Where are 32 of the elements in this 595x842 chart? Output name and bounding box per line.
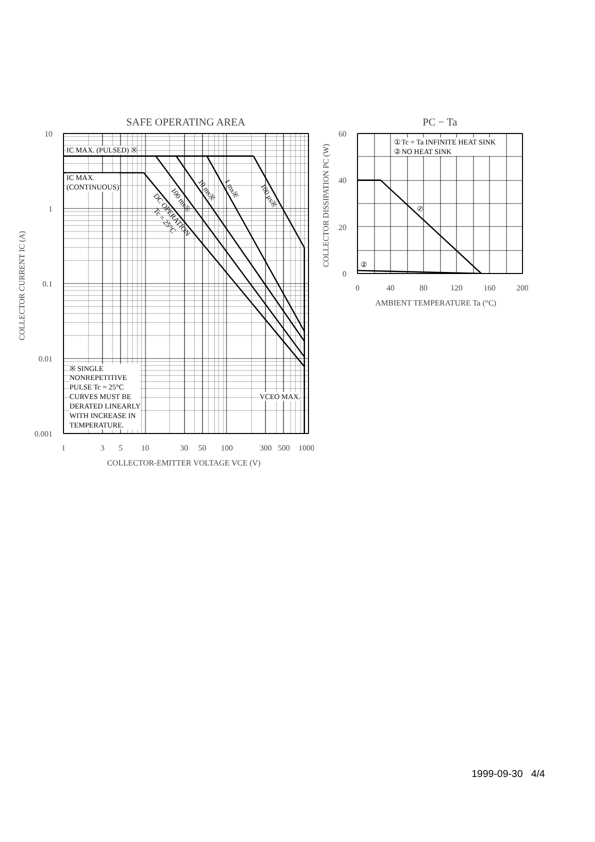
text: 1999-09-30 4/4 bbox=[470, 768, 545, 782]
x-tick-label: 50 bbox=[198, 444, 206, 452]
y-axis-title: COLLECTOR DISSIPATION PC (W) bbox=[322, 143, 330, 268]
x-tick-label: 80 bbox=[420, 284, 428, 292]
x-tick-label: 0 bbox=[356, 284, 360, 292]
x-axis-title: COLLECTOR-EMITTER VOLTAGE VCE (V) bbox=[107, 458, 261, 468]
x-tick-label: 500 bbox=[278, 444, 290, 452]
y-tick-label: 0 bbox=[342, 270, 346, 278]
x-tick-label: 1 bbox=[62, 444, 66, 452]
x-tick-label: 300 bbox=[260, 444, 272, 452]
x-tick-label: 3 bbox=[100, 444, 104, 452]
x-tick-label: 1000 bbox=[298, 444, 314, 452]
y-tick-label: 1 bbox=[48, 204, 52, 214]
x-tick-label: 200 bbox=[516, 284, 528, 292]
y-tick-label: 0.01 bbox=[38, 354, 52, 364]
x-tick-label: 5 bbox=[118, 444, 123, 452]
x-tick-label: 100 bbox=[220, 444, 233, 452]
y-tick-label: 20 bbox=[338, 222, 346, 232]
x-tick-label: 40 bbox=[386, 284, 394, 292]
x-tick-label: 160 bbox=[484, 284, 496, 292]
x-tick-label: 120 bbox=[450, 284, 462, 292]
chart-title: SAFE OPERATING AREA bbox=[126, 118, 246, 128]
y-axis-title: COLLECTOR CURRENT IC (A) bbox=[18, 230, 26, 340]
x-tick-label: 10 bbox=[141, 444, 150, 452]
y-tick-label: 40 bbox=[338, 176, 346, 186]
y-tick-label: 0.001 bbox=[34, 430, 52, 438]
y-tick-label: 10 bbox=[44, 130, 52, 138]
x-tick-label: 30 bbox=[180, 444, 188, 452]
y-tick-label: 0.1 bbox=[42, 280, 52, 288]
chart-title: PC − Ta bbox=[422, 118, 458, 128]
y-tick-label: 60 bbox=[338, 130, 346, 138]
x-axis-title: AMBIENT TEMPERATURE Ta (°C) bbox=[375, 298, 497, 308]
